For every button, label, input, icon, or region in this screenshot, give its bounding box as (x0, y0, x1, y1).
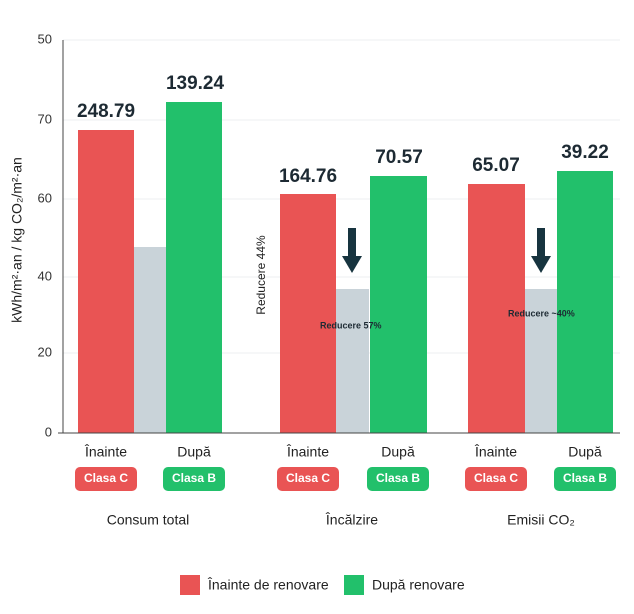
bar-before (468, 184, 525, 433)
bar-reduction (336, 289, 369, 433)
badge-label: Clasa B (376, 471, 420, 485)
y-axis-label: kWh/m²·an / kg CO₂/m²·an (9, 157, 25, 323)
category-label: După (381, 444, 415, 460)
bar-before (78, 130, 134, 433)
badge (554, 467, 616, 491)
legend-swatch (180, 575, 200, 595)
category-label: Înainte (286, 444, 329, 460)
y-tick-label: 40 (38, 268, 52, 283)
badge (163, 467, 225, 491)
legend-swatch (344, 575, 364, 595)
badge-label: Clasa B (563, 471, 607, 485)
value-label: 65.07 (472, 155, 520, 176)
y-tick-label: 50 (38, 31, 52, 46)
y-tick-label: 20 (38, 344, 52, 359)
legend-label: Înainte de renovare (207, 577, 329, 593)
y-tick-label: 60 (38, 190, 52, 205)
badge (75, 467, 137, 491)
badge (465, 467, 527, 491)
legend-label: După renovare (372, 577, 465, 593)
badge-label: Clasa B (172, 471, 216, 485)
value-label: 164.76 (279, 166, 337, 187)
arrow (342, 228, 362, 273)
bar-after (166, 102, 222, 433)
annotation: Reducere 57% (320, 320, 382, 330)
badge-label: Clasa C (84, 471, 128, 485)
arrow (531, 228, 551, 273)
y-tick-label: 70 (38, 111, 52, 126)
badge (367, 467, 429, 491)
group-label: Încălzire (325, 512, 378, 528)
value-label: 139.24 (166, 73, 225, 94)
y-tick-label: 0 (45, 424, 52, 439)
annotation: Reducere ~40% (508, 308, 575, 318)
value-label: 39.22 (561, 142, 609, 163)
category-label: După (568, 444, 602, 460)
bar-reduction (525, 289, 557, 433)
annotation: Reducere 44% (254, 235, 268, 315)
value-label: 70.57 (375, 147, 423, 168)
value-label: 248.79 (77, 101, 135, 122)
bar-after (370, 176, 427, 433)
category-label: După (177, 444, 211, 460)
category-label: Înainte (84, 444, 127, 460)
bar-after (557, 171, 613, 433)
bar-before (280, 194, 336, 433)
badge (277, 467, 339, 491)
bar-reduction (134, 247, 166, 433)
group-label: Consum total (107, 512, 189, 528)
badge-label: Clasa C (474, 471, 518, 485)
group-label: Emisii CO₂ (507, 512, 575, 528)
badge-label: Clasa C (286, 471, 330, 485)
category-label: Înainte (474, 444, 517, 460)
